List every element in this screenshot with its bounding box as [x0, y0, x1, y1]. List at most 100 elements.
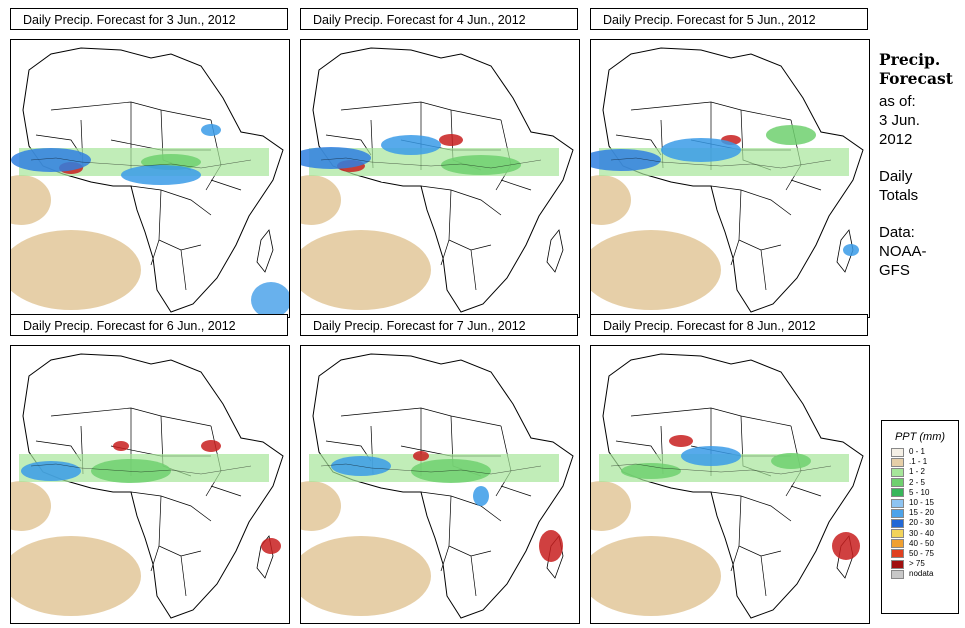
legend-swatch: [891, 569, 904, 579]
madagascar-outline: [256, 229, 274, 273]
country-border: [440, 239, 450, 266]
border-line: [30, 157, 252, 169]
africa-map-svg: [591, 346, 869, 623]
asof-date: 3 Jun.: [879, 112, 920, 129]
africa-map-svg: [301, 346, 579, 623]
legend-title: PPT (mm): [894, 431, 946, 443]
country-border: [790, 179, 822, 191]
country-border: [210, 485, 242, 497]
legend-swatch: [891, 559, 904, 569]
legend-item: 40 - 50: [891, 539, 958, 549]
country-border: [448, 495, 492, 557]
precip-map: [300, 345, 580, 624]
country-border: [710, 185, 792, 216]
border-line: [30, 463, 252, 475]
forecast-panel-1: Daily Precip. Forecast for 3 Jun., 2012: [10, 8, 290, 318]
border-line: [320, 463, 542, 475]
legend-swatch: [891, 539, 904, 549]
country-border: [738, 495, 782, 557]
africa-coastline: [312, 353, 574, 619]
precip-map: [10, 345, 290, 624]
country-border: [630, 407, 792, 427]
border-line: [610, 157, 832, 169]
country-border: [420, 185, 502, 216]
country-border: [500, 485, 532, 497]
rain-cell: [413, 451, 429, 461]
data-source-line: GFS: [879, 262, 910, 279]
ocean-drizzle: [301, 481, 341, 531]
totals-line: Totals: [879, 187, 919, 204]
ocean-drizzle: [11, 175, 51, 225]
legend-label: 1 - 2: [909, 467, 926, 477]
country-border: [340, 407, 502, 427]
rain-cell: [832, 532, 860, 560]
africa-map-svg: [11, 40, 289, 317]
legend-item: 50 - 75: [891, 549, 958, 559]
legend-label: 20 - 30: [909, 518, 934, 528]
country-border: [210, 179, 242, 191]
panel-title: Daily Precip. Forecast for 6 Jun., 2012: [10, 314, 288, 336]
legend-swatch: [891, 457, 904, 467]
country-border: [790, 485, 822, 497]
legend-label: .1 - 1: [909, 457, 928, 467]
rain-cell: [766, 125, 816, 145]
panel-title: Daily Precip. Forecast for 4 Jun., 2012: [300, 8, 578, 30]
rain-cell: [843, 244, 859, 256]
legend-label: nodata: [909, 569, 934, 579]
country-border: [448, 189, 492, 251]
legend-label: 15 - 20: [909, 508, 934, 518]
border-line: [320, 157, 542, 169]
panel-title: Daily Precip. Forecast for 5 Jun., 2012: [590, 8, 868, 30]
country-border: [180, 249, 187, 291]
rain-cell: [201, 124, 221, 136]
precip-map: [590, 345, 870, 624]
ocean-drizzle: [591, 536, 721, 616]
rain-cell: [411, 459, 491, 483]
legend-item: 10 - 15: [891, 498, 958, 508]
rain-cell: [539, 530, 563, 562]
legend-swatch: [891, 549, 904, 559]
rain-cell: [201, 440, 221, 452]
africa-coastline: [602, 353, 864, 619]
rain-cell: [473, 486, 489, 506]
legend-item: .1 - 1: [891, 457, 958, 467]
legend-item: 20 - 30: [891, 518, 958, 528]
forecast-panel-4: Daily Precip. Forecast for 6 Jun., 2012: [10, 314, 290, 624]
country-border: [130, 491, 212, 522]
rain-cell: [621, 463, 681, 479]
legend-item: nodata: [891, 569, 958, 579]
rain-cell: [441, 155, 521, 175]
africa-coastline: [602, 47, 864, 313]
rain-cell: [669, 435, 693, 447]
country-border: [420, 491, 502, 522]
rain-cell: [681, 446, 741, 466]
ocean-drizzle: [591, 481, 631, 531]
legend-item: 2 - 5: [891, 478, 958, 488]
data-source-line: NOAA-: [879, 243, 927, 260]
country-border: [440, 545, 450, 572]
africa-map-svg: [11, 346, 289, 623]
legend-swatch: [891, 529, 904, 539]
forecast-panel-5: Daily Precip. Forecast for 7 Jun., 2012: [300, 314, 580, 624]
side-title-line: Precip.: [879, 50, 941, 69]
precip-map: [590, 39, 870, 318]
country-border: [150, 239, 160, 266]
legend-item: 15 - 20: [891, 508, 958, 518]
legend-swatch: [891, 488, 904, 498]
rain-cell: [439, 134, 463, 146]
forecast-panel-3: Daily Precip. Forecast for 5 Jun., 2012: [590, 8, 870, 318]
rain-cell: [331, 456, 391, 476]
rain-cell: [113, 441, 129, 451]
country-border: [710, 491, 792, 522]
country-border: [730, 545, 740, 572]
country-border: [500, 179, 532, 191]
legend-swatch: [891, 478, 904, 488]
rain-cell: [91, 459, 171, 483]
country-border: [760, 555, 767, 597]
legend-label: 0 - 1: [909, 447, 926, 457]
africa-coastline: [312, 47, 574, 313]
country-border: [630, 101, 792, 121]
legend-item: 30 - 40: [891, 529, 958, 539]
rain-cell: [121, 165, 201, 185]
